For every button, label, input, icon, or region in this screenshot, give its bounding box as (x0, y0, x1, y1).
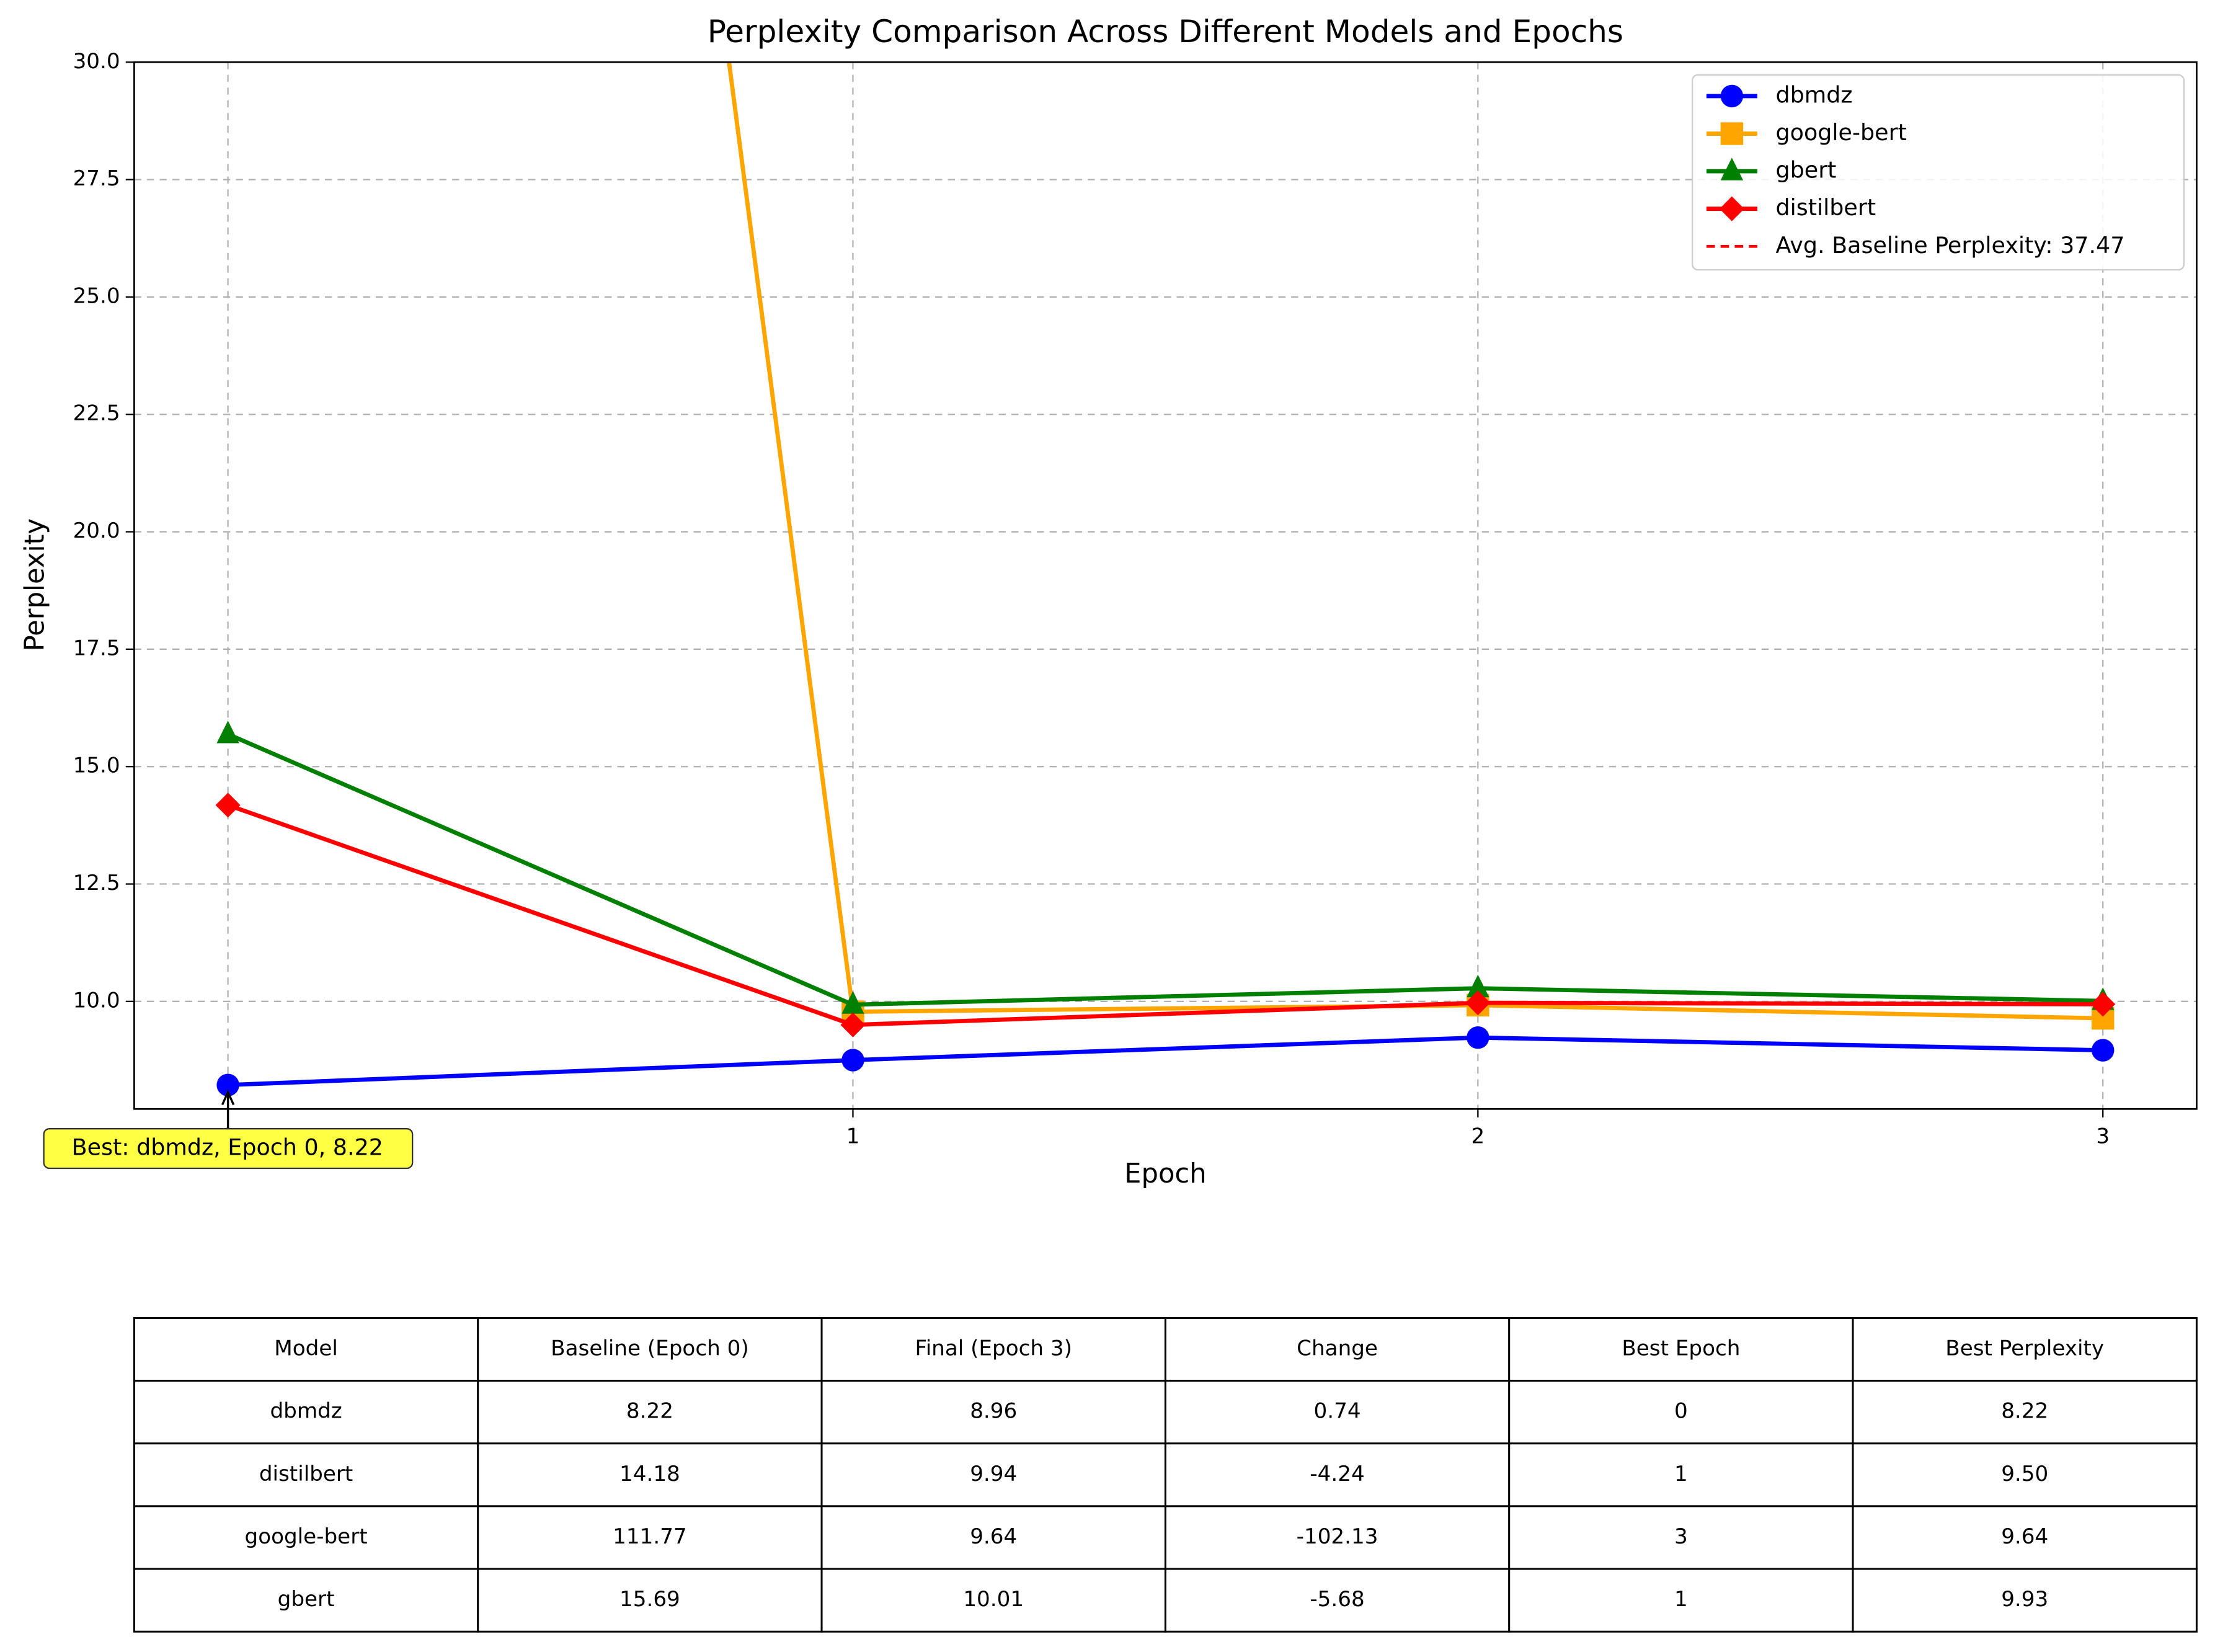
table-cell (133, 1505, 479, 1570)
table-cell-text: 3 (1674, 1524, 1688, 1549)
table-cell-text: google-bert (245, 1524, 368, 1549)
table-cell-text: 8.96 (970, 1399, 1017, 1424)
series-line (727, 62, 2103, 1021)
table-cell (1164, 1380, 1511, 1445)
y-tick-label: 27.5 (73, 166, 120, 191)
table-cell-text: 9.93 (2001, 1587, 2048, 1612)
series-line (227, 732, 2103, 1007)
chart-title: Perplexity Comparison Across Different M… (708, 13, 1623, 50)
table-cell-text: 9.50 (2001, 1462, 2048, 1486)
marker (841, 1049, 864, 1072)
table-cell-text: dbmdz (270, 1399, 342, 1424)
table-cell (820, 1442, 1166, 1508)
marker (216, 721, 239, 744)
marker (1720, 84, 1744, 108)
table-cell (820, 1505, 1166, 1570)
table-cell-text: -4.24 (1310, 1462, 1364, 1486)
table-cell (133, 1442, 479, 1508)
table-cell (1852, 1380, 2198, 1445)
table-cell (1852, 1317, 2198, 1382)
table-cell-text: distilbert (259, 1462, 353, 1486)
series-line (227, 803, 2103, 1028)
plot-area (215, 62, 2116, 1096)
marker (1720, 122, 1744, 145)
marker (1467, 1026, 1489, 1049)
legend-label: dbmdz (1776, 81, 1853, 108)
table-header: Best Epoch (1622, 1336, 1740, 1361)
table-cell (1852, 1568, 2198, 1633)
table-cell-text: -102.13 (1297, 1524, 1378, 1549)
table-cell (820, 1317, 1166, 1382)
series-line (228, 1035, 2103, 1088)
table-cell-text: 9.94 (970, 1462, 1017, 1486)
table-cell-text: -5.68 (1310, 1587, 1364, 1612)
marker (2090, 992, 2116, 1017)
marker (840, 1012, 866, 1037)
table-cell-text: 1 (1674, 1462, 1688, 1486)
table-cell-text: 8.22 (2001, 1399, 2048, 1424)
legend: dbmdz google-bert gbert distilbert Avg. Base… (1691, 74, 2185, 271)
legend-box (1691, 74, 2185, 271)
table-cell (1164, 1505, 1511, 1570)
table-header: Baseline (Epoch 0) (551, 1336, 749, 1361)
marker (215, 793, 241, 818)
marker (1467, 974, 1489, 998)
table-cell (477, 1317, 823, 1382)
y-tick-label: 15.0 (73, 753, 120, 778)
x-axis-label: Epoch (1124, 1158, 1206, 1189)
y-tick-label: 25.0 (73, 283, 120, 308)
annotation-arrowhead (221, 1089, 235, 1106)
table-header: Best Perplexity (1945, 1336, 2104, 1361)
table-cell (1508, 1442, 1854, 1508)
table-cell-text: 15.69 (619, 1587, 680, 1612)
table-cell (1852, 1505, 2198, 1570)
y-tick-label: 20.0 (73, 518, 120, 543)
table-cell-text: 10.01 (963, 1587, 1024, 1612)
plot-frame (133, 61, 2198, 1110)
table-cell-text: 1 (1674, 1587, 1688, 1612)
marker (2091, 1039, 2115, 1062)
table-cell-text: 8.22 (626, 1399, 673, 1424)
table-header: Change (1297, 1336, 1378, 1361)
table-cell-text: 111.77 (613, 1524, 687, 1549)
table-cell-text: 9.64 (2001, 1524, 2048, 1549)
y-tick-label: 17.5 (73, 636, 120, 660)
table-header: Final (Epoch 3) (915, 1336, 1072, 1361)
table-cell (133, 1317, 479, 1382)
x-tick-label: 1 (846, 1124, 860, 1148)
annotation-box (43, 1128, 414, 1170)
y-tick-label: 22.5 (73, 401, 120, 426)
annotation: Best: dbmdz, Epoch 0, 8.22 (72, 1134, 383, 1161)
table-cell-text: gbert (278, 1587, 335, 1612)
table-cell (1164, 1568, 1511, 1633)
overlay: 10.012.515.017.520.022.525.027.530.00123… (43, 49, 2185, 1170)
y-axis-label: Perplexity (20, 518, 51, 652)
table-cell (477, 1568, 823, 1633)
marker (216, 1073, 239, 1096)
marker (1720, 158, 1744, 180)
y-tick-label: 10.0 (73, 988, 120, 1013)
table-header: Model (274, 1336, 338, 1361)
legend-label: distilbert (1776, 194, 1876, 221)
table-cell (1508, 1380, 1854, 1445)
x-tick-label: 3 (2096, 1124, 2110, 1148)
table-cell-text: 9.64 (970, 1524, 1017, 1549)
x-tick-label: 2 (1471, 1124, 1485, 1148)
y-tick-label: 30.0 (73, 49, 120, 74)
table-cell-text: 0 (1674, 1399, 1688, 1424)
table-cell (820, 1568, 1166, 1633)
table: Model Baseline (Epoch 0) Final (Epoch 3) Ch… (133, 1317, 2198, 1633)
table-cell-text: 14.18 (619, 1462, 680, 1486)
table-cell (1508, 1568, 1854, 1633)
marker (841, 991, 864, 1014)
table-cell-text: 0.74 (1314, 1399, 1361, 1424)
legend-label: google-bert (1776, 119, 1907, 146)
legend-label: Avg. Baseline Perplexity: 37.47 (1776, 232, 2125, 259)
y-tick-label: 12.5 (73, 871, 120, 895)
legend-label: gbert (1776, 157, 1837, 184)
table-cell (133, 1568, 479, 1633)
table-cell (1164, 1442, 1511, 1508)
